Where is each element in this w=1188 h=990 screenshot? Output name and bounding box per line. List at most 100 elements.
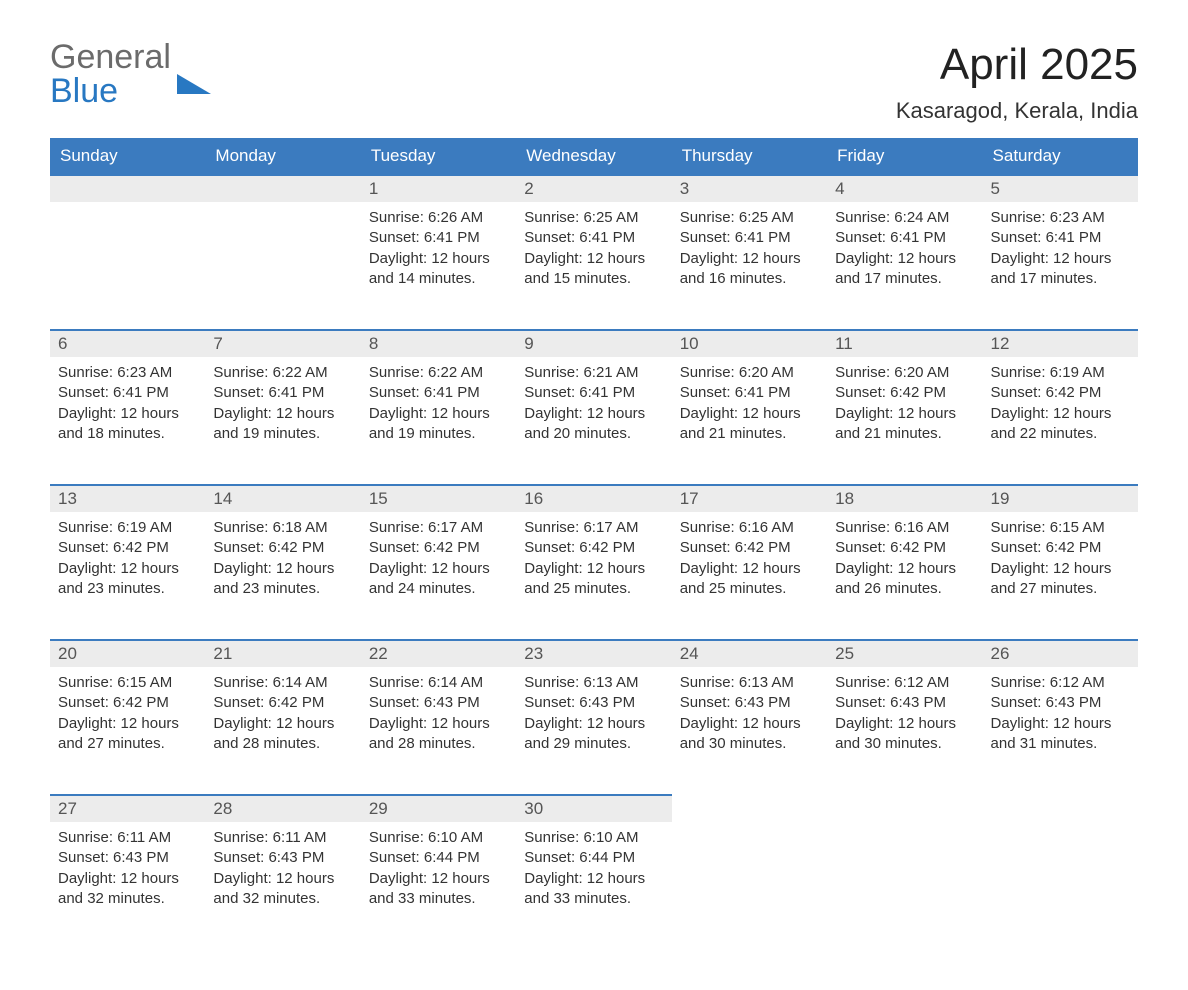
day-cell: Sunrise: 6:14 AMSunset: 6:42 PMDaylight:… bbox=[205, 667, 360, 795]
day-number: 6 bbox=[50, 330, 205, 357]
sunrise-line: Sunrise: 6:11 AM bbox=[58, 828, 197, 848]
daylight-line: Daylight: 12 hours and 28 minutes. bbox=[369, 714, 508, 755]
sunrise-line: Sunrise: 6:14 AM bbox=[213, 673, 352, 693]
day-body-row: Sunrise: 6:11 AMSunset: 6:43 PMDaylight:… bbox=[50, 822, 1138, 950]
empty-cell bbox=[205, 202, 360, 330]
day-body-row: Sunrise: 6:15 AMSunset: 6:42 PMDaylight:… bbox=[50, 667, 1138, 795]
day-number: 20 bbox=[50, 640, 205, 667]
daylight-line: Daylight: 12 hours and 29 minutes. bbox=[524, 714, 663, 755]
sunrise-line: Sunrise: 6:13 AM bbox=[680, 673, 819, 693]
header: General Blue April 2025 Kasaragod, Keral… bbox=[50, 40, 1138, 124]
sunrise-line: Sunrise: 6:19 AM bbox=[58, 518, 197, 538]
day-number: 3 bbox=[672, 175, 827, 202]
day-number: 12 bbox=[983, 330, 1138, 357]
sunset-line: Sunset: 6:43 PM bbox=[524, 693, 663, 713]
sunset-line: Sunset: 6:41 PM bbox=[835, 228, 974, 248]
sunset-line: Sunset: 6:43 PM bbox=[991, 693, 1130, 713]
logo-text-blue: Blue bbox=[50, 72, 118, 110]
day-number: 14 bbox=[205, 485, 360, 512]
daylight-line: Daylight: 12 hours and 18 minutes. bbox=[58, 404, 197, 445]
day-number: 17 bbox=[672, 485, 827, 512]
daylight-line: Daylight: 12 hours and 19 minutes. bbox=[369, 404, 508, 445]
title-block: April 2025 Kasaragod, Kerala, India bbox=[896, 40, 1138, 124]
day-cell: Sunrise: 6:15 AMSunset: 6:42 PMDaylight:… bbox=[50, 667, 205, 795]
day-body-row: Sunrise: 6:23 AMSunset: 6:41 PMDaylight:… bbox=[50, 357, 1138, 485]
day-cell: Sunrise: 6:16 AMSunset: 6:42 PMDaylight:… bbox=[672, 512, 827, 640]
day-header: Wednesday bbox=[516, 138, 671, 175]
day-number: 16 bbox=[516, 485, 671, 512]
day-cell: Sunrise: 6:22 AMSunset: 6:41 PMDaylight:… bbox=[361, 357, 516, 485]
empty-cell bbox=[50, 175, 205, 202]
day-number: 30 bbox=[516, 795, 671, 822]
sunrise-line: Sunrise: 6:12 AM bbox=[991, 673, 1130, 693]
daylight-line: Daylight: 12 hours and 33 minutes. bbox=[524, 869, 663, 910]
empty-cell bbox=[827, 822, 982, 950]
daylight-line: Daylight: 12 hours and 19 minutes. bbox=[213, 404, 352, 445]
day-cell: Sunrise: 6:22 AMSunset: 6:41 PMDaylight:… bbox=[205, 357, 360, 485]
logo: General Blue bbox=[50, 40, 211, 108]
sunrise-line: Sunrise: 6:25 AM bbox=[524, 208, 663, 228]
sunset-line: Sunset: 6:42 PM bbox=[213, 693, 352, 713]
day-cell: Sunrise: 6:16 AMSunset: 6:42 PMDaylight:… bbox=[827, 512, 982, 640]
sunrise-line: Sunrise: 6:22 AM bbox=[213, 363, 352, 383]
sunrise-line: Sunrise: 6:25 AM bbox=[680, 208, 819, 228]
day-number: 24 bbox=[672, 640, 827, 667]
sunset-line: Sunset: 6:42 PM bbox=[991, 538, 1130, 558]
day-cell: Sunrise: 6:13 AMSunset: 6:43 PMDaylight:… bbox=[516, 667, 671, 795]
day-cell: Sunrise: 6:20 AMSunset: 6:41 PMDaylight:… bbox=[672, 357, 827, 485]
day-number: 4 bbox=[827, 175, 982, 202]
sunrise-line: Sunrise: 6:10 AM bbox=[524, 828, 663, 848]
day-number: 1 bbox=[361, 175, 516, 202]
day-number-row: 6789101112 bbox=[50, 330, 1138, 357]
sunset-line: Sunset: 6:42 PM bbox=[524, 538, 663, 558]
sunrise-line: Sunrise: 6:20 AM bbox=[680, 363, 819, 383]
day-number: 13 bbox=[50, 485, 205, 512]
sunset-line: Sunset: 6:42 PM bbox=[58, 693, 197, 713]
daylight-line: Daylight: 12 hours and 23 minutes. bbox=[213, 559, 352, 600]
sunrise-line: Sunrise: 6:15 AM bbox=[991, 518, 1130, 538]
location: Kasaragod, Kerala, India bbox=[896, 98, 1138, 124]
day-number: 8 bbox=[361, 330, 516, 357]
sunset-line: Sunset: 6:44 PM bbox=[369, 848, 508, 868]
sunset-line: Sunset: 6:42 PM bbox=[680, 538, 819, 558]
empty-cell bbox=[672, 822, 827, 950]
day-number: 2 bbox=[516, 175, 671, 202]
sunrise-line: Sunrise: 6:17 AM bbox=[524, 518, 663, 538]
sunrise-line: Sunrise: 6:14 AM bbox=[369, 673, 508, 693]
daylight-line: Daylight: 12 hours and 21 minutes. bbox=[680, 404, 819, 445]
day-cell: Sunrise: 6:21 AMSunset: 6:41 PMDaylight:… bbox=[516, 357, 671, 485]
sunrise-line: Sunrise: 6:26 AM bbox=[369, 208, 508, 228]
sunrise-line: Sunrise: 6:13 AM bbox=[524, 673, 663, 693]
sunset-line: Sunset: 6:41 PM bbox=[524, 383, 663, 403]
day-number: 19 bbox=[983, 485, 1138, 512]
daylight-line: Daylight: 12 hours and 17 minutes. bbox=[991, 249, 1130, 290]
day-header: Thursday bbox=[672, 138, 827, 175]
logo-text-gray: General bbox=[50, 38, 171, 76]
empty-cell bbox=[672, 795, 827, 822]
sunrise-line: Sunrise: 6:21 AM bbox=[524, 363, 663, 383]
empty-cell bbox=[983, 795, 1138, 822]
day-cell: Sunrise: 6:19 AMSunset: 6:42 PMDaylight:… bbox=[983, 357, 1138, 485]
day-cell: Sunrise: 6:12 AMSunset: 6:43 PMDaylight:… bbox=[983, 667, 1138, 795]
day-cell: Sunrise: 6:10 AMSunset: 6:44 PMDaylight:… bbox=[516, 822, 671, 950]
day-cell: Sunrise: 6:19 AMSunset: 6:42 PMDaylight:… bbox=[50, 512, 205, 640]
day-number: 28 bbox=[205, 795, 360, 822]
day-cell: Sunrise: 6:11 AMSunset: 6:43 PMDaylight:… bbox=[50, 822, 205, 950]
day-number: 27 bbox=[50, 795, 205, 822]
sunset-line: Sunset: 6:41 PM bbox=[524, 228, 663, 248]
sunset-line: Sunset: 6:41 PM bbox=[213, 383, 352, 403]
day-number: 10 bbox=[672, 330, 827, 357]
day-number-row: 12345 bbox=[50, 175, 1138, 202]
daylight-line: Daylight: 12 hours and 24 minutes. bbox=[369, 559, 508, 600]
day-cell: Sunrise: 6:23 AMSunset: 6:41 PMDaylight:… bbox=[983, 202, 1138, 330]
day-number: 26 bbox=[983, 640, 1138, 667]
day-number-row: 27282930 bbox=[50, 795, 1138, 822]
daylight-line: Daylight: 12 hours and 32 minutes. bbox=[58, 869, 197, 910]
sunset-line: Sunset: 6:42 PM bbox=[58, 538, 197, 558]
day-cell: Sunrise: 6:20 AMSunset: 6:42 PMDaylight:… bbox=[827, 357, 982, 485]
sunset-line: Sunset: 6:43 PM bbox=[835, 693, 974, 713]
day-header: Saturday bbox=[983, 138, 1138, 175]
sunrise-line: Sunrise: 6:16 AM bbox=[835, 518, 974, 538]
daylight-line: Daylight: 12 hours and 17 minutes. bbox=[835, 249, 974, 290]
daylight-line: Daylight: 12 hours and 25 minutes. bbox=[680, 559, 819, 600]
